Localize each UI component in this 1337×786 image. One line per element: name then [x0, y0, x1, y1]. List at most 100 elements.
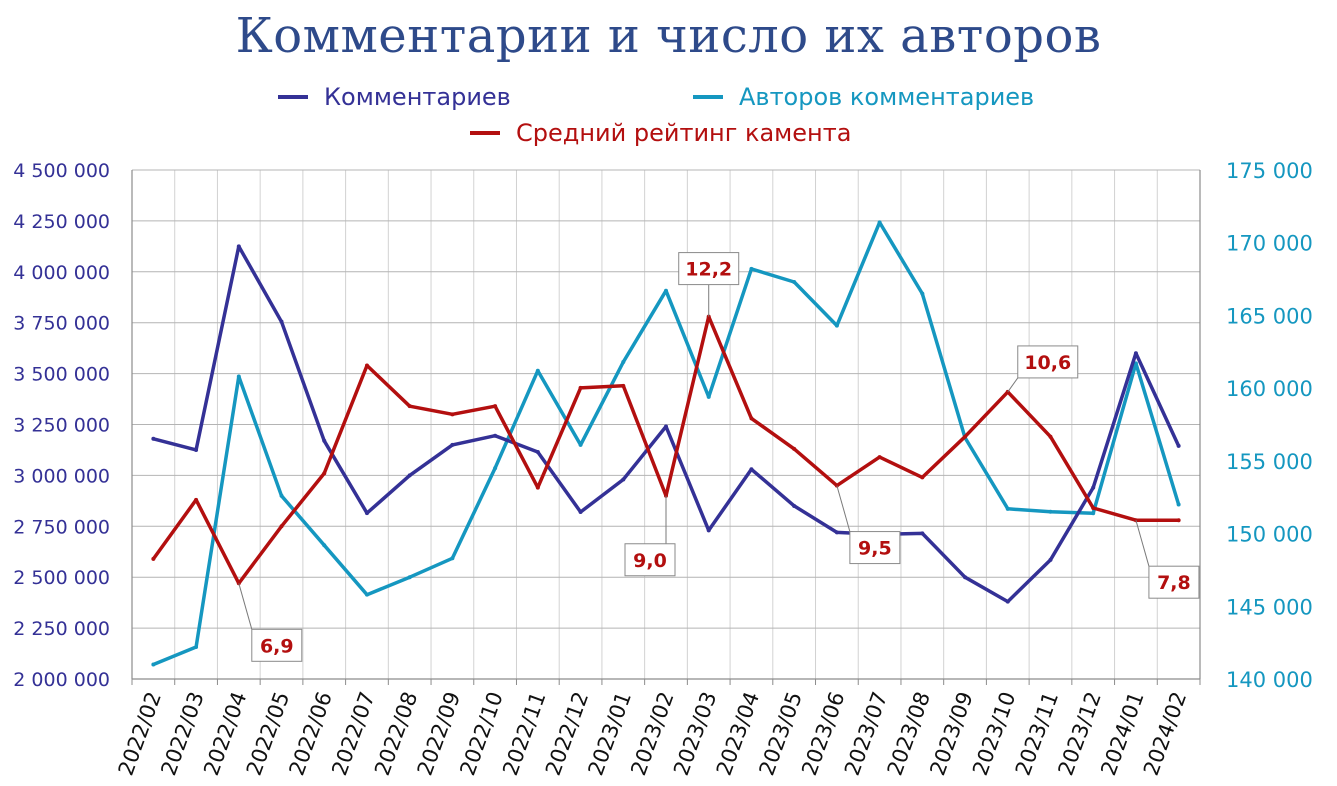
series-line-authors-point: [877, 220, 882, 225]
left-axis-tick-label: 4 000 000: [13, 262, 110, 284]
data-label-leader: [238, 583, 253, 630]
data-label-box: [624, 543, 676, 577]
data-label-leader: [836, 485, 851, 532]
series-line-rating-point: [877, 455, 882, 460]
left-axis-tick-label: 3 750 000: [13, 313, 110, 335]
left-axis-tick-label: 4 500 000: [13, 160, 110, 182]
data-label-rating: 10,6: [1024, 352, 1071, 374]
series-line-comments-point: [749, 467, 754, 472]
series-line-comments-point: [535, 449, 540, 454]
series-line-rating-point: [792, 446, 797, 451]
data-label-box: [678, 252, 740, 286]
series-line-rating-point: [1048, 434, 1053, 439]
data-label-box: [1148, 565, 1200, 599]
series-line-comments-point: [450, 442, 455, 447]
series-line-authors-point: [1176, 502, 1181, 507]
data-label-rating: 6,9: [260, 635, 294, 657]
left-axis-tick-label: 2 250 000: [13, 618, 110, 640]
left-axis-tick-label: 3 250 000: [13, 415, 110, 437]
series-line-comments-point: [706, 528, 711, 533]
left-axis-tick-label: 2 500 000: [13, 567, 110, 589]
data-label-rating: 7,8: [1157, 572, 1191, 594]
right-axis-tick-labels: 140 000 145 000 150 000 155 000 160 000 165 0…: [1226, 159, 1313, 692]
series-line-comments-point: [920, 531, 925, 536]
legend-label-authors: Авторов комментариев: [739, 83, 1035, 111]
series-line-authors-point: [279, 493, 284, 498]
legend-item-authors: Авторов комментариев: [693, 83, 1034, 111]
series-line-rating-point: [322, 471, 327, 476]
series-line-rating-point: [450, 412, 455, 417]
series-line-authors-point: [792, 279, 797, 284]
series-line-authors-point: [322, 543, 327, 548]
x-axis-tick-labels: 2022/022022/032022/042022/052022/062022/…: [114, 689, 1192, 779]
series-line-comments-point: [364, 511, 369, 516]
data-label-rating: 9,5: [858, 538, 892, 560]
legend-item-comments: Комментариев: [278, 83, 511, 111]
right-axis-tick-label: 175 000: [1226, 159, 1313, 183]
series-line-comments-point: [151, 436, 156, 441]
series-line-rating-point: [364, 363, 369, 368]
data-label-rating: 9,0: [633, 550, 667, 572]
series-line-comments-point: [664, 424, 668, 429]
data-label-box: [1017, 345, 1079, 379]
series-line-comments-point: [1091, 485, 1096, 490]
series-line-authors-point: [535, 368, 540, 373]
series-line-comments-point: [963, 575, 968, 580]
rating-data-labels: 6,9 9,0 12,2 9,5 10,6 7,8: [238, 252, 1200, 662]
series-line-rating-point: [194, 497, 199, 502]
series-line-comments-point: [1048, 557, 1053, 562]
series-line-comments-point: [1005, 599, 1010, 604]
series-line-comments-point: [236, 244, 241, 249]
series-line-comments-point: [792, 503, 797, 508]
series-line-authors-point: [834, 323, 839, 328]
data-label-leader: [1007, 377, 1019, 393]
series-line-authors-point: [236, 374, 241, 379]
legend-item-rating: Средний рейтинг камента: [470, 119, 851, 147]
series-line-comments-point: [194, 447, 199, 452]
series-line-rating-point: [1091, 505, 1096, 510]
left-axis-tick-label: 2 750 000: [13, 516, 110, 538]
right-axis-tick-label: 140 000: [1226, 668, 1313, 692]
data-label-box: [849, 531, 901, 565]
series-line-rating-point: [535, 485, 540, 490]
axes: [131, 170, 1201, 685]
x-axis-tick-label: 2024/02: [1139, 689, 1191, 779]
series-line-rating-point: [920, 475, 925, 480]
left-axis-tick-labels: 2 000 000 2 250 000 2 500 000 2 750 000 3 00…: [13, 160, 110, 691]
series-line-comments-point: [407, 473, 412, 478]
series-line-authors-point: [364, 592, 369, 597]
right-axis-tick-label: 160 000: [1226, 377, 1313, 401]
data-label-box: [251, 628, 303, 662]
series-line-comments-point: [834, 530, 839, 535]
right-axis-tick-label: 155 000: [1226, 450, 1313, 474]
series-line-authors-point: [1005, 506, 1010, 511]
series-line-comments-point: [1176, 443, 1181, 448]
series-line-authors-point: [706, 394, 711, 399]
right-axis-tick-label: 170 000: [1226, 232, 1313, 256]
left-axis-tick-label: 2 000 000: [13, 669, 110, 691]
series-line-authors-point: [151, 662, 156, 667]
series-line-authors-point: [578, 442, 583, 447]
series-line-rating-point: [279, 524, 284, 529]
series-line-authors-point: [920, 291, 925, 296]
series-line-rating-point: [1176, 518, 1181, 523]
legend-label-rating: Средний рейтинг камента: [516, 119, 852, 147]
left-axis-tick-label: 3 000 000: [13, 465, 110, 487]
series-line-rating-point: [493, 404, 498, 409]
legend-swatch-comments: [278, 95, 308, 99]
legend-label-comments: Комментариев: [324, 83, 511, 111]
left-axis-tick-label: 4 250 000: [13, 211, 110, 233]
legend-swatch-rating: [470, 131, 500, 135]
left-axis-tick-label: 3 500 000: [13, 364, 110, 386]
series-line-rating-point: [407, 404, 412, 409]
series-line-comments-point: [493, 433, 498, 438]
series-line-authors-point: [1048, 509, 1053, 514]
series-line-authors-point: [1133, 361, 1138, 366]
legend-swatch-authors: [693, 95, 723, 99]
series-line-authors-point: [749, 266, 754, 271]
right-axis-tick-label: 165 000: [1226, 304, 1313, 328]
series-line-rating-point: [749, 416, 754, 421]
series-line-comments-point: [621, 477, 626, 482]
right-axis-tick-label: 145 000: [1226, 595, 1313, 619]
